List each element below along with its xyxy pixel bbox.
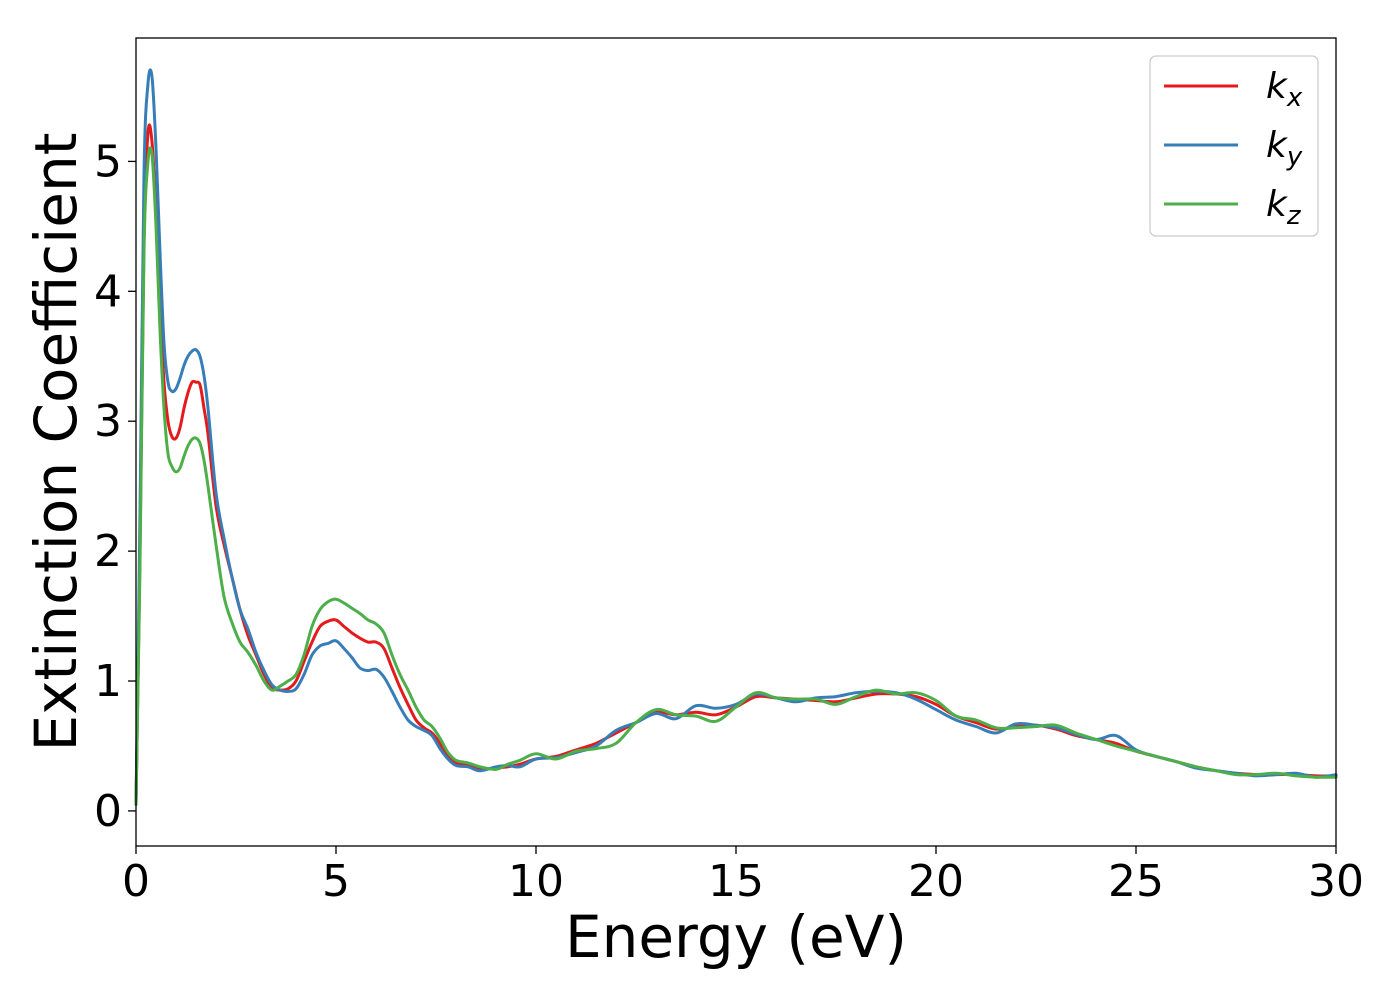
x-tick-label: 5 (322, 856, 350, 907)
y-tick-label: 4 (94, 266, 122, 317)
y-tick-label: 3 (94, 396, 122, 447)
series-line-kz (134, 146, 1338, 806)
y-axis-label: Extinction Coefficient (22, 133, 90, 752)
x-tick-label: 20 (908, 856, 964, 907)
x-tick-label: 30 (1308, 856, 1364, 907)
series-layer (134, 68, 1338, 806)
legend-label-kz: kz (1266, 184, 1302, 231)
legend-label-ky: ky (1266, 125, 1303, 172)
y-tick-label: 1 (94, 656, 122, 707)
x-tick-label: 0 (122, 856, 150, 907)
y-tick-label: 2 (94, 526, 122, 577)
x-axis-label: Energy (eV) (565, 903, 907, 971)
x-tick-label: 10 (508, 856, 564, 907)
x-axis: 0 5 10 15 20 25 30 (122, 846, 1364, 907)
y-tick-label: 5 (94, 136, 122, 187)
y-axis: 0 1 2 3 4 5 (94, 136, 136, 837)
x-tick-label: 25 (1108, 856, 1164, 907)
legend: kx ky kz (1149, 55, 1319, 237)
x-tick-label: 15 (708, 856, 764, 907)
series-line-ky (134, 68, 1338, 806)
legend-label-kx: kx (1266, 66, 1303, 113)
y-tick-label: 0 (94, 786, 122, 837)
